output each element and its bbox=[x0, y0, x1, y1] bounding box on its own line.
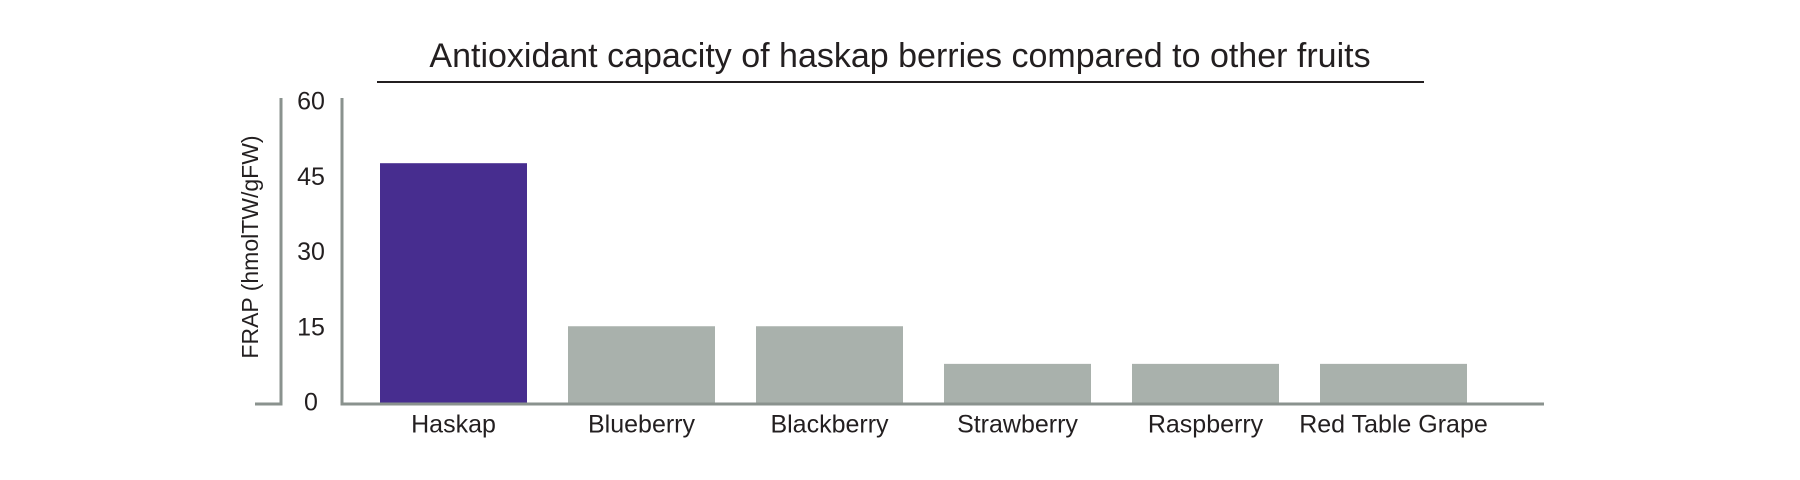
bar bbox=[568, 326, 715, 404]
bar bbox=[944, 363, 1091, 404]
bar bbox=[380, 163, 527, 404]
x-tick-label: Blackberry bbox=[770, 411, 889, 439]
y-axis-bracket bbox=[255, 98, 283, 406]
y-tick-label: 15 bbox=[297, 313, 325, 341]
chart-title: Antioxidant capacity of haskap berries c… bbox=[429, 37, 1370, 75]
x-tick-label: Red Table Grape bbox=[1299, 411, 1488, 439]
y-axis-label: FRAP (hmolTW/gFW) bbox=[237, 135, 263, 358]
x-tick-label: Blueberry bbox=[588, 411, 695, 439]
x-axis bbox=[340, 98, 1544, 406]
y-tick-label: 60 bbox=[297, 88, 325, 116]
bar bbox=[756, 326, 903, 404]
x-tick-label: Strawberry bbox=[957, 411, 1078, 439]
y-tick-label: 30 bbox=[297, 238, 325, 266]
x-tick-label: Haskap bbox=[411, 411, 496, 439]
y-tick-label: 45 bbox=[297, 163, 325, 191]
bar bbox=[1132, 363, 1279, 404]
bar bbox=[1320, 363, 1467, 404]
y-tick-label: 0 bbox=[304, 389, 318, 417]
x-tick-label: Raspberry bbox=[1148, 411, 1264, 439]
